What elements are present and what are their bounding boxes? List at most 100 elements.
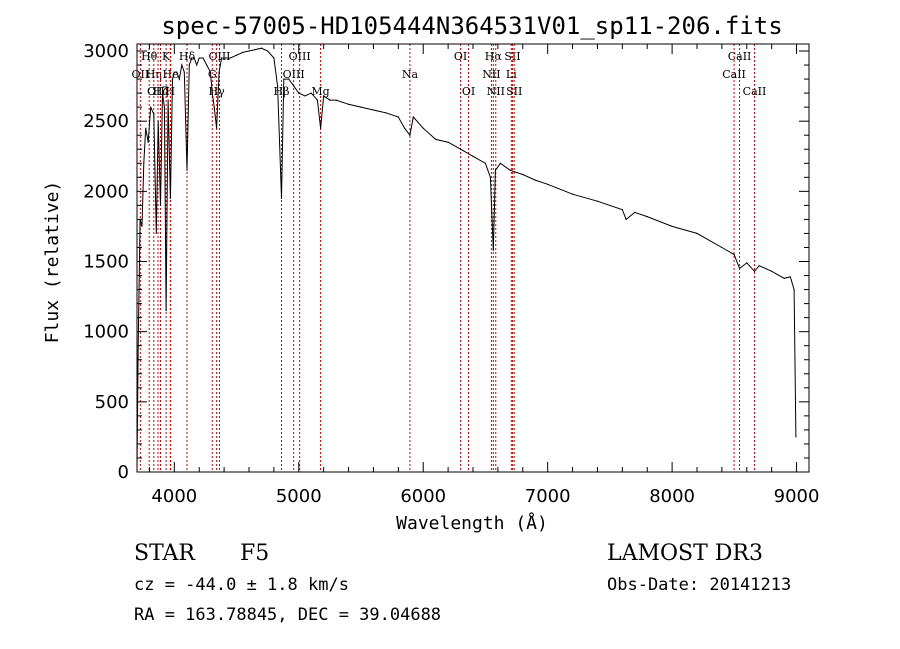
data-point (229, 57, 231, 59)
data-point (288, 78, 290, 80)
marker-label: OII (132, 68, 150, 81)
subclass: F5 (240, 541, 269, 566)
data-point (280, 197, 283, 199)
marker-label: NII (487, 85, 505, 98)
data-point (472, 155, 474, 157)
data-point (397, 116, 399, 118)
data-point (169, 197, 171, 199)
data-point (150, 106, 152, 108)
marker-label: Na (402, 68, 419, 81)
data-point (447, 141, 449, 143)
data-point (248, 50, 250, 52)
data-point (422, 127, 424, 129)
data-point (738, 267, 741, 270)
data-point (522, 173, 524, 176)
data-point (186, 169, 188, 171)
marker-label: He (163, 68, 179, 81)
x-tick-label: 6000 (400, 486, 446, 507)
marker-label: SII (506, 85, 522, 98)
data-point (783, 277, 785, 279)
data-point (347, 103, 350, 105)
data-point (147, 141, 149, 143)
data-point (534, 179, 536, 181)
data-point (155, 232, 157, 235)
marker-label: Hα (485, 50, 503, 63)
data-point (789, 276, 791, 278)
data-point (173, 71, 175, 73)
y-axis-label: Flux (relative) (42, 181, 63, 344)
y-tick-label: 3000 (83, 41, 129, 62)
data-point (721, 246, 723, 249)
chart-title: spec-57005-HD105444N364531V01_sp11-206.f… (161, 12, 782, 40)
marker-label: OIII (208, 50, 230, 63)
y-tick-label: 1000 (83, 322, 129, 343)
survey-name: LAMOST DR3 (607, 541, 763, 566)
marker-label: Hη (146, 68, 162, 81)
data-point (492, 249, 494, 251)
data-point (625, 218, 627, 221)
data-point (216, 127, 218, 129)
data-point (161, 92, 164, 94)
data-point (435, 138, 437, 141)
data-point (145, 127, 147, 129)
data-point (171, 78, 174, 80)
data-point (141, 225, 143, 228)
y-tick-label: 1500 (83, 252, 129, 273)
marker-label: K (162, 50, 171, 63)
data-point (260, 47, 263, 49)
x-axis-label: Wavelength (Å) (396, 512, 548, 534)
x-tick-label: 8000 (649, 486, 695, 507)
data-point (209, 71, 212, 73)
series-group (136, 47, 797, 470)
marker-label: CaII (722, 68, 746, 81)
data-point (385, 112, 387, 114)
data-point (242, 51, 244, 54)
marker-label: Hβ (274, 85, 290, 98)
marker-label: Li (506, 68, 517, 81)
marker-label: CaII (728, 50, 752, 63)
data-point (178, 78, 180, 80)
marker-label: G (208, 68, 217, 81)
data-point (696, 232, 698, 235)
data-point (198, 57, 200, 59)
data-point (360, 106, 362, 108)
data-point (304, 95, 306, 97)
marker-label: Mg (311, 85, 329, 98)
data-point (211, 92, 213, 94)
data-point (323, 95, 325, 97)
data-point (235, 54, 238, 56)
marker-label: Hζ (153, 85, 169, 98)
data-point (176, 71, 178, 73)
data-point (202, 57, 204, 59)
data-point (254, 49, 256, 51)
y-tick-label: 2000 (83, 181, 129, 202)
x-tick-label: 4000 (151, 486, 197, 507)
marker-label: OI (454, 50, 467, 63)
data-point (273, 57, 275, 59)
data-point (733, 253, 735, 256)
data-point (267, 50, 269, 52)
data-point (484, 162, 487, 164)
data-point (191, 57, 193, 59)
marker-label: Hγ (209, 85, 226, 98)
data-point (206, 64, 208, 66)
data-point (509, 169, 511, 171)
data-point (746, 262, 748, 264)
data-point (183, 71, 185, 73)
data-point (298, 92, 300, 94)
data-point (223, 57, 225, 59)
data-point (167, 99, 169, 101)
y-tick-label: 0 (118, 462, 129, 483)
marker-label: NII (482, 68, 500, 81)
data-point (218, 71, 220, 73)
data-point (671, 225, 673, 228)
data-point (758, 265, 760, 267)
marker-label: CaII (743, 85, 767, 98)
data-point (634, 211, 636, 213)
data-point (181, 64, 183, 66)
data-point (547, 183, 549, 185)
x-tick-label: 9000 (774, 486, 820, 507)
data-point (646, 216, 648, 218)
redshift-text: cz = -44.0 ± 1.8 km/s (134, 575, 349, 595)
